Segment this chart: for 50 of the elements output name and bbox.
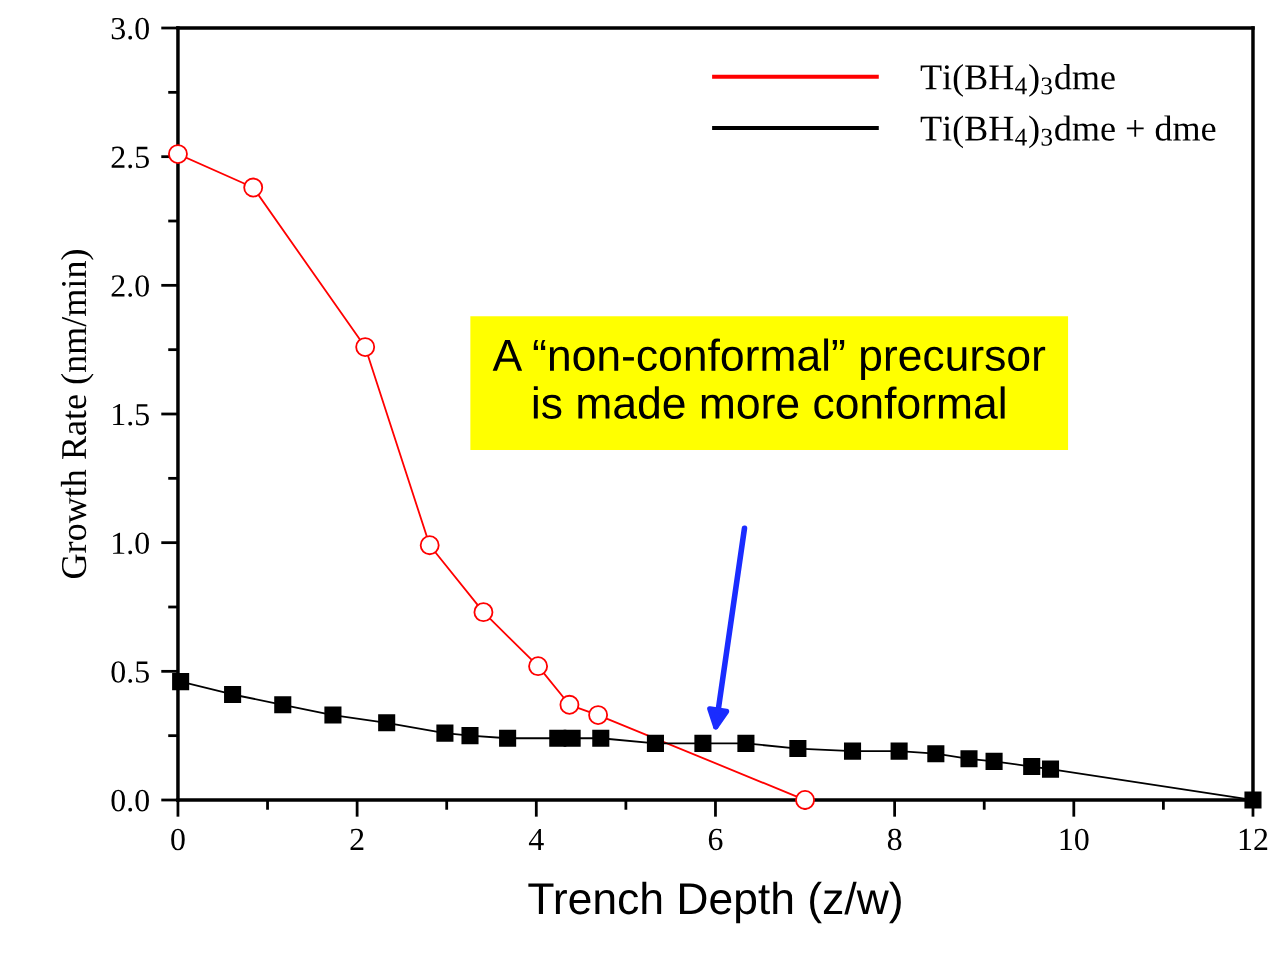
point <box>168 144 188 165</box>
point <box>927 745 945 763</box>
annotation: A “non-conformal” precursor is made more conformal <box>492 338 1046 419</box>
y-tick-label: 2.0 <box>111 275 149 297</box>
point <box>563 729 581 747</box>
point <box>172 673 190 691</box>
point <box>324 706 342 724</box>
x-tick-label: 6 <box>708 828 723 851</box>
point <box>1244 791 1262 809</box>
point <box>789 739 807 758</box>
y-axis-title: Growth Rate (nm/min) <box>60 250 94 578</box>
point <box>737 734 755 752</box>
point <box>274 696 292 714</box>
y-tick-label: 0.5 <box>111 661 149 683</box>
y-tick-label: 2.5 <box>111 146 149 169</box>
point <box>843 742 862 760</box>
point <box>592 729 610 747</box>
point <box>528 656 549 677</box>
point <box>588 705 609 726</box>
point <box>378 714 396 732</box>
point <box>1041 760 1060 778</box>
point <box>795 790 815 810</box>
point <box>473 602 494 623</box>
point <box>243 177 264 198</box>
x-tick-label: 10 <box>1060 828 1089 851</box>
point <box>419 535 440 556</box>
legend-label: Ti(BH$_{4}$)$_{3}$dme <box>920 64 1115 97</box>
legend-label: Ti(BH$_{4}$)$_{3}$dme + dme <box>920 115 1216 149</box>
point <box>960 750 978 768</box>
point <box>559 694 580 715</box>
point <box>694 734 712 752</box>
y-tick-label: 1.5 <box>113 404 149 426</box>
point <box>890 742 908 760</box>
point <box>461 727 479 745</box>
point <box>436 724 454 742</box>
x-tick-label: 12 <box>1239 828 1268 850</box>
y-tick-label: 1.0 <box>113 532 149 555</box>
y-tick-label: 0.0 <box>111 789 149 812</box>
point <box>499 729 517 747</box>
x-tick-label: 4 <box>528 828 544 850</box>
x-axis-title: Trench Depth (z/w) <box>528 881 901 924</box>
x-tick-label: 0 <box>171 828 185 851</box>
x-tick-label: 2 <box>350 828 364 850</box>
x-tick-label: 8 <box>887 828 902 851</box>
y-tick-label: 3.0 <box>111 17 149 40</box>
point <box>985 752 1003 770</box>
point <box>646 734 664 752</box>
point <box>1023 758 1041 776</box>
point <box>224 685 242 704</box>
point <box>355 337 376 358</box>
